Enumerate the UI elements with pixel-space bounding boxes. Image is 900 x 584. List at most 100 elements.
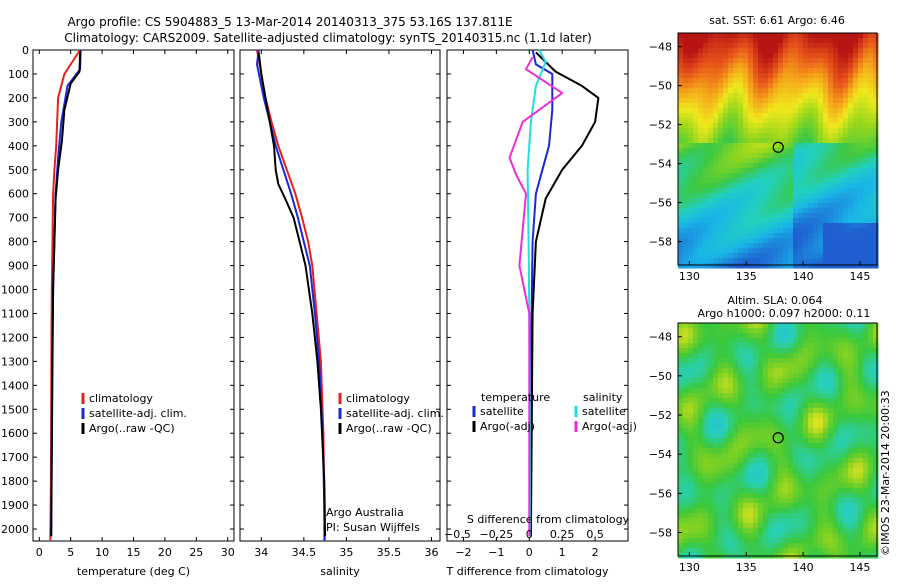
sla-map-cell [723,428,729,434]
sst-map-cell [743,148,749,154]
sla-map-cell [678,343,684,349]
sla-map-cell [743,488,749,494]
sla-map-cell [788,518,794,524]
sla-map-cell [858,378,864,384]
sst-map-cell [753,148,759,154]
sst-map-cell [683,188,689,194]
sst-map-cell [818,153,824,159]
sla-map-cell [733,518,739,524]
sst-map-cell [813,78,819,84]
sla-map-cell [678,348,684,354]
temperature-frame [32,49,235,542]
sst-map-cell [868,38,874,44]
sst-map-cell [843,248,849,254]
sst-map-cell [738,183,744,189]
depth-tick-label: 2000 [1,523,29,536]
sst-map-cell [698,228,704,234]
sst-map-cell [868,168,874,174]
sla-map-cell [798,468,804,474]
sst-map-cell [818,148,824,154]
sst-map-cell [793,188,799,194]
sst-map-cell [718,113,724,119]
sst-map-cell [758,223,764,229]
sst-map-cell [853,178,859,184]
sst-map-cell [763,168,769,174]
sst-map-cell [863,128,869,134]
sla-map-cell [873,533,879,539]
sst-map-cell [758,248,764,254]
sla-map-cell [688,333,694,339]
sst-map-cell [748,238,754,244]
sst-map-cell [693,183,699,189]
sst-map-cell [698,33,704,39]
sla-map-cell [733,448,739,454]
sst-map-cell [793,113,799,119]
sst-map-cell [748,233,754,239]
sla-map-cell [698,378,704,384]
sla-map-cell [868,458,874,464]
sla-map-cell [843,433,849,439]
sst-map-cell [718,168,724,174]
sst-map-cell [843,153,849,159]
sst-map-cell [843,53,849,59]
sla-map-cell [813,338,819,344]
sla-map-cell [698,453,704,459]
sla-map-cell [683,473,689,479]
sst-map-cell [793,53,799,59]
sst-map-cell [843,78,849,84]
sst-map-cell [813,238,819,244]
sla-map-cell [718,488,724,494]
sst-map-cell [703,213,709,219]
sst-map-cell [713,53,719,59]
sst-map-cell [703,253,709,259]
sst-map-cell [708,53,714,59]
sla-map-cell [703,338,709,344]
sst-map-cell [748,218,754,224]
sst-map-cell [798,153,804,159]
sla-map-cell [703,403,709,409]
sla-map-cell [838,498,844,504]
sla-map-cell [718,528,724,534]
sla-map-cell [698,478,704,484]
sst-map-cell [788,138,794,144]
sla-map-cell [853,383,859,389]
sst-map-cell [768,168,774,174]
sst-map-cell [828,153,834,159]
sla-map-cell [818,533,824,539]
sst-map-cell [858,58,864,64]
sla-map-cell [853,463,859,469]
sst-map-cell [843,103,849,109]
sla-map-cell [733,403,739,409]
sst-map-cell [803,143,809,149]
sla-map-cell [723,533,729,539]
sla-map-cell [678,453,684,459]
sst-map-cell [743,118,749,124]
sst-map-cell [838,118,844,124]
sla-map-cell [818,353,824,359]
salinity-difference-tick-label: −0.5 [444,528,471,541]
sst-map-cell [758,123,764,129]
sla-map-cell [813,403,819,409]
sst-map-cell [698,243,704,249]
sla-map-cell [783,488,789,494]
sla-map-cell [828,498,834,504]
sst-map-cell [823,238,829,244]
sst-map-cell [708,128,714,134]
sla-map-cell [678,328,684,334]
difference-panel: −2 −1 0 1 2T difference from climatology [446,49,629,578]
sst-map-cell [808,103,814,109]
sla-map-cell [703,418,709,424]
sst-map-cell [858,138,864,144]
sst-map-cell [843,93,849,99]
sla-map-cell [783,503,789,509]
sla-map-cell [763,533,769,539]
sst-map-cell [823,78,829,84]
sla-map-cell [703,398,709,404]
sst-map-cell [753,98,759,104]
sla-map-cell [728,358,734,364]
sla-map-cell [848,468,854,474]
sst-map-cell [808,213,814,219]
sst-map-cell [783,238,789,244]
sst-map-cell [703,203,709,209]
sla-map-cell [748,458,754,464]
